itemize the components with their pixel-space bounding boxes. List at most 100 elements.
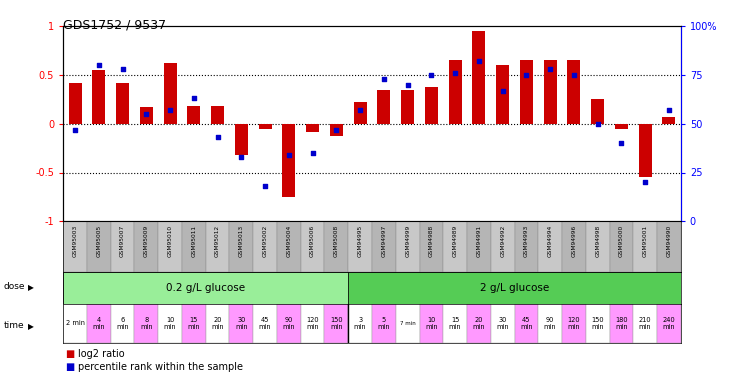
Text: log2 ratio: log2 ratio xyxy=(78,350,125,359)
Bar xyxy=(211,106,224,124)
Bar xyxy=(348,304,372,343)
Bar xyxy=(187,106,200,124)
Text: 2 g/L glucose: 2 g/L glucose xyxy=(480,283,549,293)
Text: 90
min: 90 min xyxy=(283,317,295,330)
Bar xyxy=(568,60,580,124)
Point xyxy=(69,127,81,133)
Point xyxy=(235,154,247,160)
Bar xyxy=(443,221,467,272)
Bar xyxy=(372,221,396,272)
Bar xyxy=(182,304,206,343)
Text: 120
min: 120 min xyxy=(307,317,319,330)
Text: GSM95004: GSM95004 xyxy=(286,225,292,257)
Bar xyxy=(206,304,229,343)
Point xyxy=(521,72,533,78)
Point xyxy=(544,66,556,72)
Text: 5
min: 5 min xyxy=(377,317,390,330)
Text: 0.2 g/L glucose: 0.2 g/L glucose xyxy=(166,283,246,293)
Text: 6
min: 6 min xyxy=(116,317,129,330)
Text: 180
min: 180 min xyxy=(615,317,628,330)
Bar xyxy=(68,83,82,124)
Bar xyxy=(538,304,562,343)
Bar xyxy=(586,221,609,272)
Text: dose: dose xyxy=(4,282,25,291)
Text: 8
min: 8 min xyxy=(140,317,153,330)
Point xyxy=(402,82,414,88)
Bar xyxy=(443,304,467,343)
Text: ▶: ▶ xyxy=(28,322,34,331)
Text: GSM95000: GSM95000 xyxy=(619,225,624,257)
Point xyxy=(591,121,603,127)
Text: 150
min: 150 min xyxy=(591,317,604,330)
Text: 30
min: 30 min xyxy=(496,317,509,330)
Text: percentile rank within the sample: percentile rank within the sample xyxy=(78,362,243,372)
Bar xyxy=(615,124,628,129)
Text: 120
min: 120 min xyxy=(568,317,580,330)
Bar xyxy=(638,124,652,177)
Bar xyxy=(591,99,604,124)
Text: GSM94999: GSM94999 xyxy=(405,225,410,257)
Text: GSM95005: GSM95005 xyxy=(97,225,101,257)
Point xyxy=(330,127,342,133)
Bar xyxy=(259,124,272,129)
Bar xyxy=(111,304,135,343)
Text: 20
min: 20 min xyxy=(472,317,485,330)
Bar xyxy=(348,272,681,304)
Text: 150
min: 150 min xyxy=(330,317,343,330)
Bar xyxy=(633,304,657,343)
Point xyxy=(93,62,105,68)
Text: 15
min: 15 min xyxy=(187,317,200,330)
Text: GSM95009: GSM95009 xyxy=(144,225,149,257)
Point xyxy=(212,134,224,140)
Text: GSM95008: GSM95008 xyxy=(334,225,339,257)
Text: GSM95010: GSM95010 xyxy=(167,225,173,257)
Point xyxy=(497,88,509,94)
Bar xyxy=(396,304,420,343)
Point xyxy=(259,183,271,189)
Text: GSM94988: GSM94988 xyxy=(429,225,434,257)
Bar xyxy=(420,221,443,272)
Point xyxy=(354,107,366,113)
Text: 240
min: 240 min xyxy=(662,317,676,330)
Bar xyxy=(63,272,348,304)
Text: GSM95003: GSM95003 xyxy=(73,225,77,257)
Point xyxy=(188,95,200,101)
Point xyxy=(141,111,153,117)
Bar xyxy=(324,221,348,272)
Point xyxy=(568,72,580,78)
Bar xyxy=(491,221,515,272)
Bar xyxy=(330,124,343,136)
Point xyxy=(449,70,461,76)
Text: 45
min: 45 min xyxy=(520,317,533,330)
Point xyxy=(663,107,675,113)
Bar xyxy=(633,221,657,272)
Text: 20
min: 20 min xyxy=(211,317,224,330)
Text: GSM94993: GSM94993 xyxy=(524,225,529,257)
Text: GSM95013: GSM95013 xyxy=(239,225,244,257)
Bar xyxy=(116,83,129,124)
Text: 2 min: 2 min xyxy=(65,320,85,326)
Text: 30
min: 30 min xyxy=(235,317,248,330)
Point xyxy=(639,179,651,185)
Text: GSM94998: GSM94998 xyxy=(595,225,600,257)
Text: GSM94991: GSM94991 xyxy=(476,225,481,257)
Bar xyxy=(229,221,253,272)
Text: 90
min: 90 min xyxy=(544,317,557,330)
Point xyxy=(378,76,390,82)
Bar xyxy=(253,304,277,343)
Bar xyxy=(63,221,87,272)
Point xyxy=(615,140,627,146)
Bar xyxy=(324,304,348,343)
Bar xyxy=(496,65,509,124)
Text: 4
min: 4 min xyxy=(92,317,105,330)
Text: GSM94996: GSM94996 xyxy=(571,225,577,257)
Text: ▶: ▶ xyxy=(28,284,34,292)
Bar xyxy=(372,304,396,343)
Text: 210
min: 210 min xyxy=(639,317,652,330)
Bar xyxy=(401,90,414,124)
Point xyxy=(283,152,295,158)
Bar xyxy=(182,221,206,272)
Bar xyxy=(657,221,681,272)
Text: ■: ■ xyxy=(65,362,74,372)
Bar xyxy=(396,221,420,272)
